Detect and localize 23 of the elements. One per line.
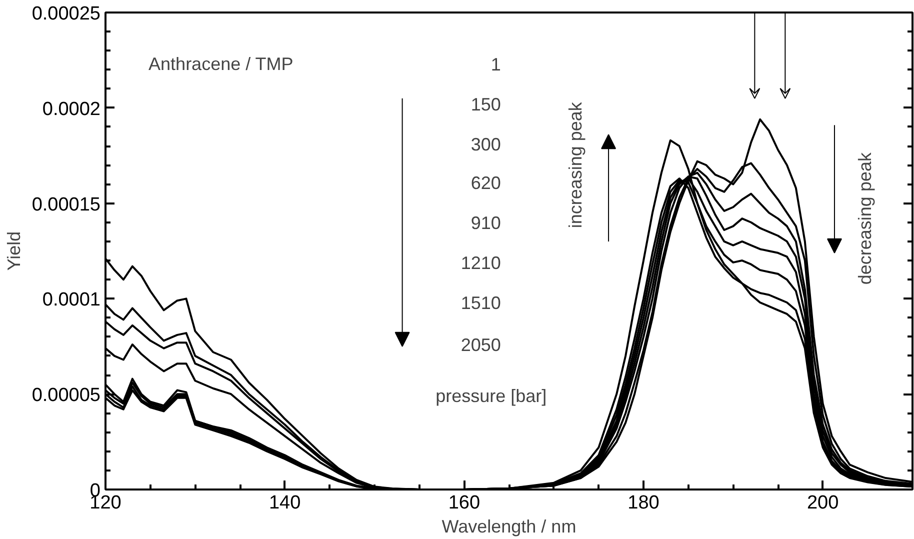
x-axis-title: Wavelength / nm <box>442 516 576 536</box>
annotation: 1510 <box>460 293 501 314</box>
y-tick-label: 0.00015 <box>32 194 101 216</box>
y-tick-label: 0.00005 <box>32 385 101 406</box>
annotation: pressure [bar] <box>436 386 547 406</box>
x-tick-label: 200 <box>806 492 839 514</box>
annotation: Anthracene / TMP <box>148 54 294 74</box>
y-axis-title: Yield <box>4 231 24 271</box>
x-tick-label: 140 <box>268 492 301 514</box>
annotation: 910 <box>470 212 501 233</box>
y-tick-label: 0.0002 <box>42 98 101 120</box>
annotation: 620 <box>470 172 501 193</box>
annotation: 1210 <box>460 252 501 273</box>
annotation: decreasing peak <box>854 152 875 285</box>
y-tick-label: 0.00025 <box>32 4 101 24</box>
annotation: 1 <box>490 54 501 75</box>
annotation: increasing peak <box>565 101 586 228</box>
x-tick-label: 180 <box>628 492 660 514</box>
annotation: 300 <box>470 134 501 155</box>
annotation: 2050 <box>460 334 501 355</box>
annotation: 150 <box>470 94 501 115</box>
y-tick-label: 0.0001 <box>42 290 101 311</box>
x-tick-label: 160 <box>448 492 480 514</box>
